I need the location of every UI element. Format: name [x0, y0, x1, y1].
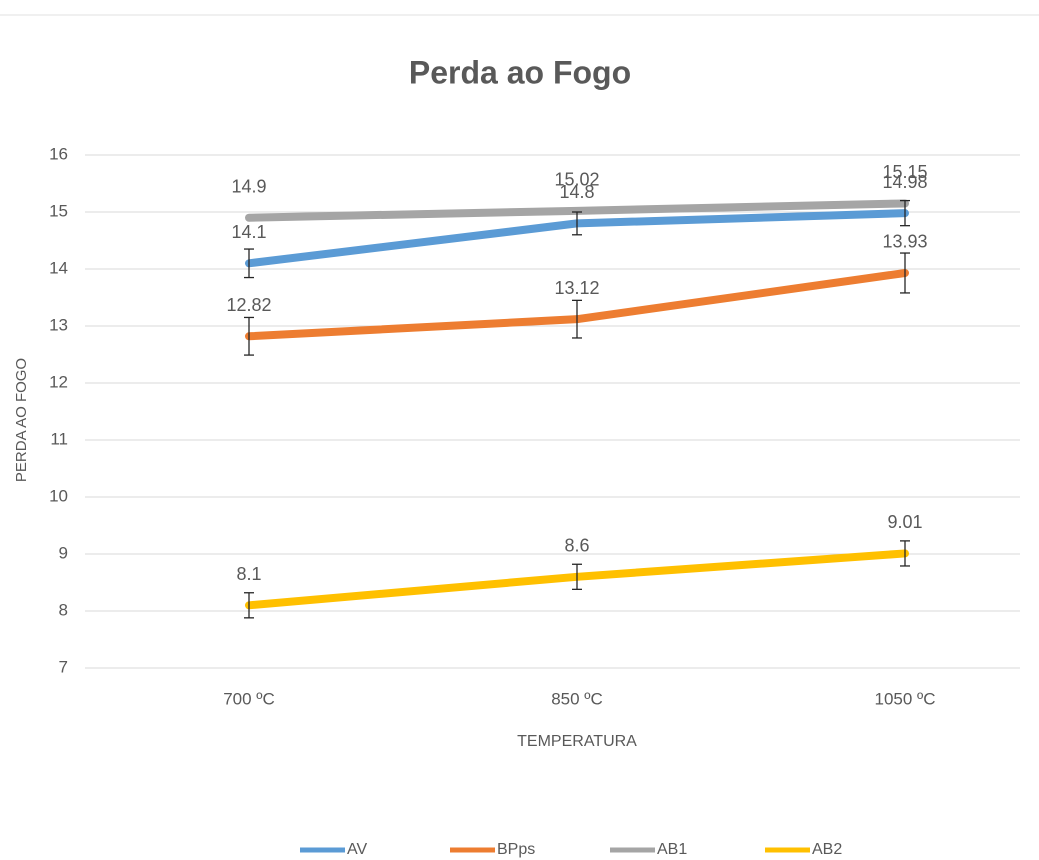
- y-tick-label: 15: [49, 201, 68, 220]
- data-label: 13.93: [882, 232, 927, 252]
- data-label: 14.98: [882, 172, 927, 192]
- data-label: 14.1: [231, 222, 266, 242]
- data-label: 13.12: [554, 278, 599, 298]
- data-label: 12.82: [226, 295, 271, 315]
- data-label: 15.15: [882, 162, 927, 182]
- series-line: [245, 199, 909, 222]
- x-tick-label: 850 ºC: [551, 689, 603, 708]
- y-axis-label: PERDA AO FOGO: [13, 358, 30, 482]
- legend-label: AB2: [812, 841, 842, 858]
- x-tick-label: 1050 ºC: [874, 689, 935, 708]
- data-label: 14.8: [559, 182, 594, 202]
- y-tick-label: 12: [49, 372, 68, 391]
- y-tick-label: 10: [49, 486, 68, 505]
- error-bar: [572, 211, 582, 236]
- data-label: 15.02: [554, 170, 599, 190]
- legend-label: AV: [347, 841, 367, 858]
- data-label: 8.1: [236, 564, 261, 584]
- y-tick-label: 9: [59, 543, 68, 562]
- error-bar: [244, 592, 254, 619]
- chart-title: Perda ao Fogo: [409, 54, 631, 90]
- y-tick-label: 13: [49, 315, 68, 334]
- data-label: 8.6: [564, 536, 589, 556]
- error-bar: [900, 252, 910, 294]
- y-tick-label: 16: [49, 144, 68, 163]
- legend-label: AB1: [657, 841, 687, 858]
- error-bar: [900, 540, 910, 567]
- error-bar: [572, 299, 582, 339]
- error-bar: [244, 316, 254, 356]
- y-tick-label: 14: [49, 258, 68, 277]
- legend-label: BPps: [497, 841, 535, 858]
- error-bar: [900, 199, 910, 227]
- data-label: 14.9: [231, 176, 266, 196]
- y-tick-label: 7: [59, 657, 68, 676]
- error-bar: [572, 563, 582, 590]
- y-tick-label: 11: [50, 429, 68, 448]
- x-tick-label: 700 ºC: [223, 689, 275, 708]
- data-label: 9.01: [887, 512, 922, 532]
- error-bar: [244, 248, 254, 279]
- y-tick-label: 8: [59, 600, 68, 619]
- x-axis-label: TEMPERATURA: [517, 733, 637, 750]
